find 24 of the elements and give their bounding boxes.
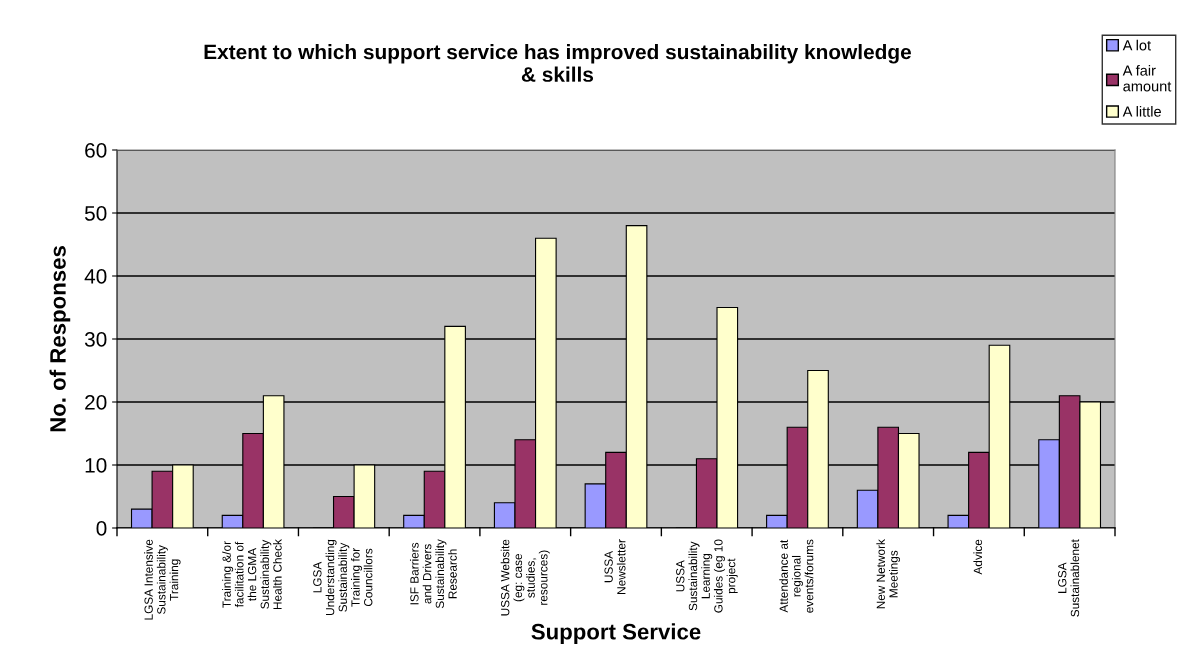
x-tick-label: LGSA Sustainablenet <box>1058 539 1080 617</box>
legend-label: A little <box>1122 106 1161 117</box>
x-tick-label: USSA Newsletter <box>604 539 626 594</box>
y-axis-title: No. of Responses <box>49 246 71 432</box>
x-tick-label: Attendance at regional events/forums <box>779 539 814 613</box>
x-tick-label: USSA Website (eg: case studies, resources) <box>500 539 550 616</box>
legend-label: A fair amount <box>1122 65 1172 92</box>
y-tick-label: 10 <box>85 458 107 473</box>
y-tick-label: 30 <box>84 332 107 347</box>
y-tick-label: 20 <box>85 395 107 410</box>
x-tick-label: New Network Meetings <box>876 539 901 609</box>
y-tick-label: 60 <box>85 143 107 158</box>
y-tick-label: 0 <box>96 521 107 536</box>
x-tick-label: Training &/or facilitation of the LGMA Sustainability Health Check <box>222 539 282 610</box>
chart-title: Extent to which support service has improved sustainability knowledge & skills <box>204 44 911 82</box>
x-tick-label: LGSA Intensive Sustainability Training <box>144 539 181 620</box>
x-tick-label: Advice <box>973 539 983 575</box>
y-tick-label: 40 <box>84 269 107 284</box>
x-axis-title: Support Service <box>531 623 701 644</box>
x-tick-label: ISF Barriers and Drivers Sustainability Research <box>409 539 457 609</box>
y-tick-label: 50 <box>84 206 107 221</box>
x-tick-label: LGSA Understanding Sustainability Training for Councillors <box>313 539 373 615</box>
x-tick-label: USSA Sustainability Learning Guides (eg 10 project <box>676 539 738 613</box>
legend-label: A lot <box>1122 39 1151 51</box>
